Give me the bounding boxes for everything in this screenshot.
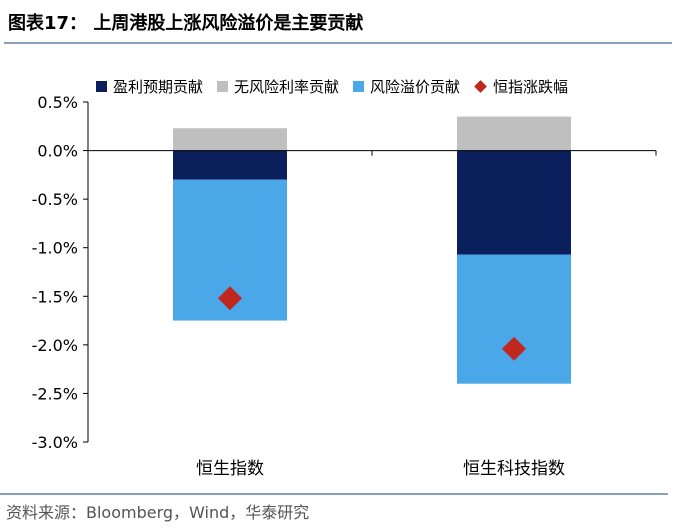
y-tick-label: -2.0% [32, 336, 78, 355]
bar-segment-earnings [173, 150, 287, 180]
legend-item-riskfree: 无风险利率贡献 [217, 76, 339, 97]
bar-segment-erp [457, 254, 571, 384]
figure-header: 图表17： 上周港股上涨风险溢价是主要贡献 [4, 6, 672, 44]
legend-item-earnings: 盈利预期贡献 [96, 76, 203, 97]
legend-swatch-erp [353, 81, 365, 92]
index-change-marker [218, 286, 242, 311]
x-category-label: 恒生科技指数 [463, 459, 565, 479]
legend-swatch-riskfree [217, 81, 229, 92]
y-tick-label: -1.0% [32, 239, 78, 258]
bar-segment-earnings [457, 150, 571, 255]
y-tick-label: 0.0% [37, 142, 78, 161]
legend-swatch-index [474, 80, 487, 93]
y-tick-label: -3.0% [32, 433, 78, 452]
legend-label-erp: 风险溢价贡献 [370, 78, 461, 96]
x-category-label: 恒生指数 [196, 459, 264, 479]
index-change-marker [502, 336, 526, 361]
bar-segment-riskfree [457, 116, 571, 151]
source-note: 资料来源：Bloomberg，Wind，华泰研究 [6, 503, 310, 522]
figure-title: 图表17： 上周港股上涨风险溢价是主要贡献 [8, 13, 364, 34]
bar-segment-riskfree [173, 128, 287, 151]
chart-legend: 盈利预期贡献 无风险利率贡献 风险溢价贡献 恒指涨跌幅 [96, 76, 582, 97]
y-tick-label: -2.5% [32, 384, 78, 403]
legend-label-index: 恒指涨跌幅 [493, 78, 569, 96]
legend-swatch-earnings [96, 81, 107, 92]
stacked-bar-chart: 0.5% 0.0% -0.5% -1.0% -1.5% -2.0% -2.5% -3.0% 恒生… [32, 93, 657, 479]
title-rule [4, 42, 672, 44]
source-rule [0, 493, 668, 495]
legend-item-index: 恒指涨跌幅 [474, 76, 568, 97]
legend-item-erp: 风险溢价贡献 [353, 76, 460, 97]
y-tick-label: -1.5% [32, 287, 78, 306]
legend-label-earnings: 盈利预期贡献 [113, 78, 204, 96]
y-tick-label: 0.5% [37, 93, 78, 112]
y-tick-label: -0.5% [32, 190, 78, 209]
legend-label-riskfree: 无风险利率贡献 [234, 78, 340, 96]
